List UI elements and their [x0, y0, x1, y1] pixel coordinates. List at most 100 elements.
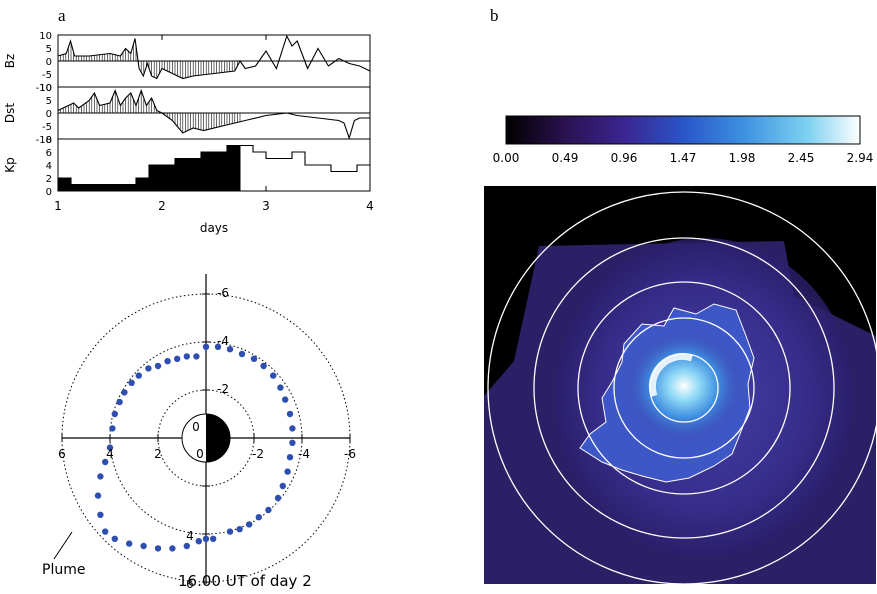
plasmapause-point [111, 535, 119, 542]
kp-bar [227, 145, 241, 191]
kp-bar [136, 178, 150, 191]
plasmapause-point [97, 511, 104, 518]
kp-axis-label: Kp [3, 157, 17, 173]
polar-left-tick: 6 [58, 447, 66, 461]
kp-tick: 4 [46, 161, 52, 172]
plasmapause-point [226, 346, 234, 353]
plasmapause-point [183, 542, 190, 550]
kp-tick: 8 [46, 135, 52, 146]
plasmapause-point [265, 506, 272, 514]
plasmapause-point [274, 494, 282, 502]
plasmapause-point [214, 343, 222, 350]
plasmapause-point [135, 372, 142, 379]
dst-axis-label: Dst [3, 103, 17, 123]
plasmapause-point [246, 521, 253, 528]
polar-right-tick: -2 [252, 447, 264, 461]
bz-tick: 0 [46, 57, 52, 68]
x-tick-label: 4 [366, 199, 374, 213]
plasmapause-point [236, 526, 243, 533]
bz-tick: -10 [36, 83, 52, 94]
kp-trace [57, 144, 370, 191]
plasmapause-point [270, 372, 277, 379]
plasmapause-point [202, 343, 210, 350]
polar-right-tick: -4 [298, 447, 310, 461]
x-tick-label: 1 [54, 199, 62, 213]
plasmapause-point [255, 514, 262, 521]
polar-bottom-tick: 4 [186, 529, 194, 543]
plasmapause-point [193, 353, 200, 360]
l-shell-rings [487, 191, 877, 585]
kp-bar [188, 158, 202, 191]
plume-label: Plume [42, 562, 85, 578]
panel-a-label: a [58, 6, 66, 25]
polar-bottom-tick: 6 [186, 577, 194, 591]
x-tick-label: 3 [262, 199, 270, 213]
plasmapause-point [102, 458, 109, 466]
polar-center-tick: 0 [192, 420, 200, 434]
plasmapause-point [289, 425, 296, 432]
colorbar-tick: 0.96 [611, 151, 638, 165]
bz-trace [57, 34, 371, 80]
polar-top-tick: -4 [217, 334, 229, 348]
earth-night-side [206, 414, 230, 462]
dst-tick: -5 [42, 122, 52, 133]
plasmapause-point [284, 468, 291, 475]
kp-tick: 0 [46, 187, 52, 198]
plasmapause-point [97, 473, 104, 480]
kp-bar [110, 184, 124, 191]
kp-bar [201, 152, 215, 191]
polar-left-tick: 4 [106, 447, 114, 461]
plasmapause-point [128, 379, 135, 386]
plasmapause-point [154, 545, 162, 552]
dst-line [57, 88, 370, 140]
kp-bar [149, 165, 163, 191]
bz-axis-label: Bz [3, 54, 17, 69]
plasmapause-point [121, 389, 128, 396]
euv-plasmasphere-image [484, 186, 877, 585]
plasmapause-point [202, 535, 210, 542]
colorbar-tick: 2.94 [847, 151, 874, 165]
dst-tick: -10 [36, 135, 52, 146]
colorbar-tick: 1.47 [670, 151, 697, 165]
x-tick-label: 2 [158, 199, 166, 213]
plasmapause-point [154, 362, 162, 370]
euv-bright-core [622, 328, 746, 444]
plasmapause-point [109, 425, 116, 432]
plasmapause-point [226, 528, 234, 535]
plume-pointer [53, 531, 73, 560]
kp-tick: 6 [46, 148, 52, 159]
euv-bright-arc [648, 352, 694, 398]
plasmapause-point [286, 410, 294, 418]
x-axis-label: days [200, 221, 228, 235]
kp-bar [84, 184, 98, 191]
plasmapause-point [94, 492, 102, 499]
plasmapause-point [260, 362, 267, 370]
colorbar-tick: 2.45 [788, 151, 815, 165]
plasmapause-points [94, 343, 296, 552]
kp-bar [97, 184, 111, 191]
plasmapause-point [210, 535, 217, 542]
plasmapause-point [145, 365, 152, 372]
x-tick-marks [161, 35, 267, 191]
kp-step-line [57, 144, 370, 191]
dst-tick: 5 [46, 96, 52, 107]
plasmapause-point [277, 384, 284, 391]
bz-line [57, 34, 371, 80]
time-caption: 16.00 UT of day 2 [178, 572, 312, 590]
kp-bar [175, 158, 189, 191]
plasmapause-point [164, 358, 171, 365]
colorbar-gradient [505, 115, 861, 145]
dst-tick: 0 [46, 109, 52, 120]
panel-b-label: b [490, 6, 499, 25]
kp-bar [123, 184, 137, 191]
polar-top-tick: -6 [217, 286, 229, 300]
plasmapause-point [116, 398, 123, 406]
kp-bar [71, 184, 85, 191]
kp-bar [214, 152, 228, 191]
dst-trace [57, 88, 370, 140]
dst-tick: 10 [39, 83, 52, 94]
polar-center-tick: 0 [196, 447, 204, 461]
colorbar-tick: 0.00 [493, 151, 520, 165]
bz-tick: 5 [46, 44, 52, 55]
colorbar: 0.00 0.49 0.96 1.47 1.98 2.45 2.94 [493, 115, 874, 165]
